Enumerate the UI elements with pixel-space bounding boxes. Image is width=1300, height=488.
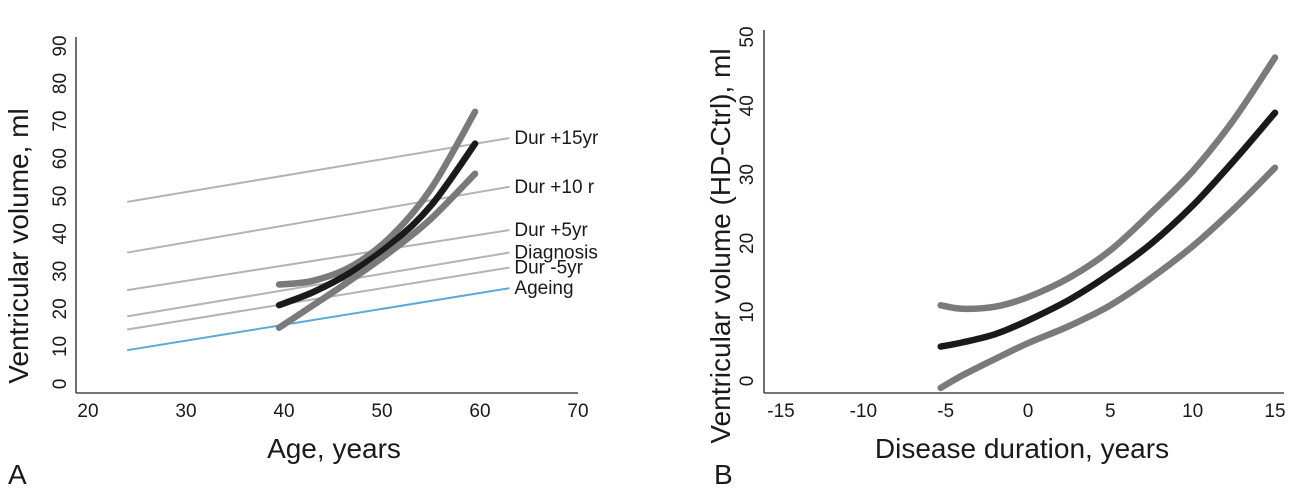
panel-b-x-tick-label: -10 [850, 401, 877, 422]
panel-b-label: B [714, 459, 733, 488]
panel-b-x-tick-label: 5 [1105, 401, 1116, 422]
panel-a-x-tick-label: 70 [567, 401, 588, 422]
panel-a-y-tick-label: 0 [50, 379, 71, 390]
panel-b-y-axis-label: Ventricular volume (HD-Ctrl), ml [705, 48, 736, 443]
panel-a-y-tick-label: 10 [50, 336, 71, 357]
panel-a-x-ticks: 20 30 40 50 60 70 [77, 401, 588, 422]
upper-confidence-curve [275, 108, 479, 288]
panel-a-y-tick-label: 30 [50, 261, 71, 282]
panel-b-y-tick-label: 10 [737, 302, 758, 323]
panel-b-plot-area [937, 54, 1279, 392]
panel-a-x-tick-label: 30 [175, 401, 196, 422]
reference-line [127, 137, 510, 203]
panel-a-y-tick-label: 80 [50, 73, 71, 94]
panel-a-x-tick-label: 50 [371, 401, 392, 422]
panel-b-x-tick-label: 15 [1264, 401, 1285, 422]
panel-a-y-tick-label: 60 [50, 148, 71, 169]
panel-b-x-tick-label: 0 [1023, 401, 1034, 422]
reference-line [127, 185, 510, 254]
panel-a-y-ticks: 0 10 20 30 40 50 60 70 80 90 [50, 35, 71, 389]
panel-b-y-tick-label: 50 [737, 26, 758, 47]
panel-b: -15 -10 -5 0 5 10 15 0 10 20 30 40 50 Disease durat… [705, 26, 1286, 488]
panel-a-y-tick-label: 50 [50, 186, 71, 207]
reference-line-label: Dur -5yr [514, 258, 583, 279]
panel-a-label: A [8, 459, 27, 488]
panel-a-y-axis-label: Ventricular volume, ml [3, 108, 34, 383]
panel-b-y-tick-label: 40 [737, 95, 758, 116]
panel-b-y-tick-label: 0 [737, 376, 758, 387]
panel-a-y-tick-label: 90 [50, 35, 71, 56]
reference-line-label: Ageing [514, 278, 573, 299]
panel-b-x-axis-label: Disease duration, years [875, 433, 1169, 464]
panel-a-x-tick-label: 20 [77, 401, 98, 422]
reference-line-label: Diagnosis [514, 243, 597, 264]
reference-line [127, 251, 510, 318]
panel-a-x-tick-label: 60 [469, 401, 490, 422]
panel-a-x-axis-label: Age, years [267, 433, 401, 464]
reference-line [127, 287, 510, 352]
panel-a-x-tick-label: 40 [273, 401, 294, 422]
panel-b-y-ticks: 0 10 20 30 40 50 [737, 26, 758, 386]
panel-b-x-tick-label: 10 [1182, 401, 1203, 422]
panel-b-x-tick-label: -5 [937, 401, 954, 422]
panel-b-x-ticks: -15 -10 -5 0 5 10 15 [767, 401, 1285, 422]
reference-line [127, 229, 510, 292]
panel-a-y-tick-label: 40 [50, 223, 71, 244]
panel-b-y-tick-label: 20 [737, 233, 758, 254]
panel-b-x-tick-label: -15 [767, 401, 794, 422]
panel-b-y-tick-label: 30 [737, 164, 758, 185]
mean-curve [275, 140, 479, 309]
upper-confidence-curve [937, 54, 1279, 313]
mean-curve [937, 109, 1279, 350]
panel-a-y-tick-label: 70 [50, 111, 71, 132]
panel-a-y-tick-label: 20 [50, 298, 71, 319]
lower-confidence-curve [937, 164, 1279, 392]
reference-line-label: Dur +15yr [514, 128, 599, 149]
reference-line-label: Dur +5yr [514, 220, 588, 241]
lower-confidence-curve [275, 170, 479, 331]
reference-line-label: Dur +10 r [514, 177, 594, 198]
